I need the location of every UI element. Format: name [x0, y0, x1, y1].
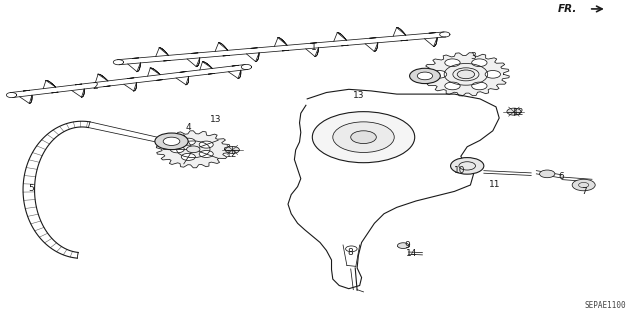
Circle shape [485, 70, 500, 78]
Text: 13: 13 [210, 115, 221, 124]
Circle shape [199, 141, 213, 148]
Circle shape [163, 137, 180, 145]
Text: 9: 9 [405, 241, 410, 250]
Circle shape [417, 72, 433, 80]
Circle shape [181, 153, 195, 160]
Circle shape [170, 146, 184, 153]
Text: SEPAE1100: SEPAE1100 [584, 301, 626, 310]
Text: 3: 3 [471, 52, 476, 61]
Circle shape [445, 82, 460, 90]
Text: 11: 11 [489, 180, 500, 189]
Text: 14: 14 [406, 249, 417, 258]
Text: 13: 13 [353, 91, 364, 100]
Text: 6: 6 [559, 172, 564, 181]
Text: 2: 2 [92, 82, 97, 91]
Circle shape [507, 108, 521, 115]
Circle shape [155, 133, 188, 150]
Text: 4: 4 [186, 123, 191, 132]
Circle shape [351, 131, 376, 144]
Circle shape [445, 59, 460, 67]
Polygon shape [422, 53, 509, 96]
Text: 1: 1 [311, 43, 316, 52]
Circle shape [540, 170, 555, 178]
Circle shape [451, 158, 484, 174]
Circle shape [572, 179, 595, 191]
Text: 12: 12 [226, 150, 237, 159]
Circle shape [181, 138, 195, 145]
Circle shape [431, 70, 447, 78]
Polygon shape [156, 131, 230, 168]
Circle shape [199, 151, 213, 158]
Text: 8: 8 [348, 248, 353, 256]
Circle shape [457, 70, 475, 79]
Text: 12: 12 [513, 108, 524, 117]
Text: 7: 7 [581, 187, 586, 196]
Circle shape [472, 82, 487, 90]
Circle shape [225, 146, 239, 153]
Text: 5: 5 [28, 184, 33, 193]
Text: 10: 10 [454, 166, 465, 175]
Circle shape [333, 122, 394, 152]
Circle shape [410, 68, 440, 84]
Circle shape [312, 112, 415, 163]
Text: FR.: FR. [558, 4, 577, 14]
Circle shape [187, 146, 200, 152]
Circle shape [397, 243, 409, 249]
Circle shape [472, 59, 487, 67]
